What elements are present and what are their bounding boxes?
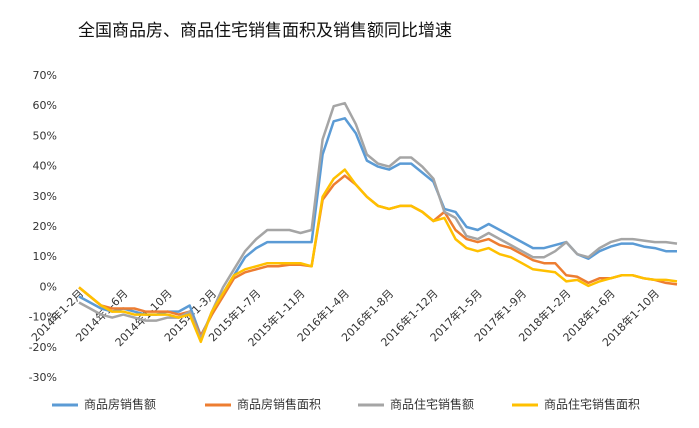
y-tick-label: -10% (29, 311, 57, 324)
y-tick-label: 10% (33, 250, 57, 263)
legend-label: 商品住宅销售额 (390, 397, 474, 412)
y-tick-label: 0% (40, 280, 57, 293)
y-tick-label: 70% (33, 69, 57, 82)
legend-label: 商品住宅销售面积 (544, 397, 640, 412)
y-tick-label: -30% (29, 371, 57, 384)
y-tick-label: 60% (33, 99, 57, 112)
y-tick-label: 30% (33, 190, 57, 203)
legend-label: 商品房销售额 (84, 397, 156, 412)
legend-label: 商品房销售面积 (237, 397, 321, 412)
y-tick-label: 20% (33, 220, 57, 233)
y-tick-label: 40% (33, 160, 57, 173)
y-tick-label: 50% (33, 129, 57, 142)
series-line (78, 168, 678, 344)
chart-title: 全国商品房、商品住宅销售面积及销售额同比增速 (78, 21, 452, 41)
y-tick-label: -20% (29, 341, 57, 354)
